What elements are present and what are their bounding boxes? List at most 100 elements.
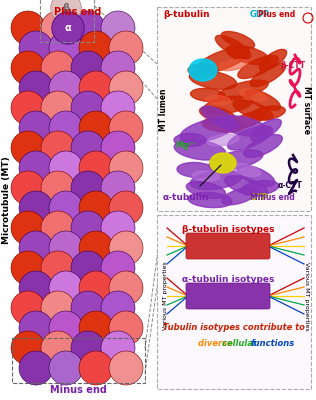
- Circle shape: [11, 51, 45, 85]
- Circle shape: [19, 311, 53, 345]
- Ellipse shape: [218, 80, 268, 100]
- Circle shape: [49, 71, 83, 105]
- Circle shape: [19, 111, 53, 145]
- Circle shape: [49, 151, 83, 185]
- Circle shape: [49, 311, 83, 345]
- Text: β-tubulin isotypes: β-tubulin isotypes: [182, 226, 274, 234]
- Ellipse shape: [207, 134, 239, 146]
- Ellipse shape: [222, 32, 255, 48]
- Ellipse shape: [233, 100, 273, 120]
- Circle shape: [41, 331, 75, 365]
- Text: Mg²⁺: Mg²⁺: [175, 141, 196, 150]
- Ellipse shape: [192, 171, 220, 181]
- Circle shape: [71, 91, 105, 125]
- Text: GDP: GDP: [250, 10, 270, 19]
- Ellipse shape: [240, 89, 267, 101]
- Ellipse shape: [188, 192, 232, 208]
- Ellipse shape: [251, 106, 285, 120]
- Circle shape: [11, 291, 45, 325]
- Ellipse shape: [209, 150, 263, 170]
- Circle shape: [41, 211, 75, 245]
- Ellipse shape: [215, 35, 251, 59]
- Circle shape: [52, 12, 84, 44]
- Circle shape: [101, 11, 135, 45]
- Text: Various MT properties: Various MT properties: [162, 262, 167, 330]
- Circle shape: [41, 51, 75, 85]
- Ellipse shape: [189, 71, 237, 89]
- Ellipse shape: [250, 63, 286, 87]
- Text: MT lumen: MT lumen: [159, 89, 167, 131]
- Circle shape: [109, 271, 143, 305]
- Text: cellular: cellular: [222, 338, 260, 348]
- Ellipse shape: [238, 56, 278, 78]
- Circle shape: [41, 291, 75, 325]
- Circle shape: [11, 91, 45, 125]
- Text: Tubulin isotypes contribute to: Tubulin isotypes contribute to: [163, 324, 305, 332]
- Circle shape: [11, 211, 45, 245]
- Circle shape: [109, 31, 143, 65]
- Circle shape: [41, 251, 75, 285]
- Ellipse shape: [200, 107, 236, 123]
- Circle shape: [101, 251, 135, 285]
- Circle shape: [19, 351, 53, 385]
- Ellipse shape: [251, 119, 281, 141]
- Text: β-tubulin: β-tubulin: [163, 10, 210, 19]
- Circle shape: [41, 11, 75, 45]
- Text: β: β: [63, 3, 70, 13]
- Ellipse shape: [197, 47, 249, 73]
- Ellipse shape: [241, 180, 279, 196]
- Ellipse shape: [231, 164, 261, 176]
- Bar: [12, 338, 145, 383]
- Circle shape: [79, 231, 113, 265]
- Ellipse shape: [203, 96, 253, 114]
- Circle shape: [101, 51, 135, 85]
- Circle shape: [11, 251, 45, 285]
- Circle shape: [71, 171, 105, 205]
- Ellipse shape: [189, 59, 217, 81]
- Ellipse shape: [186, 182, 226, 198]
- Circle shape: [79, 111, 113, 145]
- Circle shape: [109, 111, 143, 145]
- Circle shape: [11, 131, 45, 165]
- Bar: [40, 0, 94, 42]
- Circle shape: [11, 11, 45, 45]
- Circle shape: [49, 231, 83, 265]
- Ellipse shape: [180, 118, 236, 142]
- Circle shape: [19, 231, 53, 265]
- Circle shape: [109, 311, 143, 345]
- Circle shape: [19, 71, 53, 105]
- Circle shape: [71, 331, 105, 365]
- Text: Various MT properties: Various MT properties: [305, 262, 309, 330]
- Text: β-CTT: β-CTT: [280, 61, 305, 70]
- Circle shape: [49, 271, 83, 305]
- Text: α-tubulin: α-tubulin: [163, 193, 210, 202]
- Circle shape: [109, 151, 143, 185]
- Circle shape: [79, 311, 113, 345]
- Text: Plus end: Plus end: [54, 7, 102, 17]
- Circle shape: [71, 131, 105, 165]
- Ellipse shape: [259, 49, 287, 71]
- FancyBboxPatch shape: [157, 7, 311, 211]
- Circle shape: [79, 71, 113, 105]
- Text: α-tubulin isotypes: α-tubulin isotypes: [182, 276, 274, 284]
- Circle shape: [49, 31, 83, 65]
- Text: Plus end: Plus end: [258, 10, 295, 19]
- Circle shape: [101, 291, 135, 325]
- Text: Microtubule (MT): Microtubule (MT): [3, 156, 11, 244]
- Text: Minus end: Minus end: [250, 193, 295, 202]
- Text: α-CTT: α-CTT: [278, 181, 303, 190]
- FancyBboxPatch shape: [186, 233, 270, 259]
- Ellipse shape: [190, 170, 242, 190]
- Circle shape: [79, 31, 113, 65]
- Circle shape: [41, 91, 75, 125]
- Circle shape: [49, 351, 83, 385]
- Circle shape: [19, 151, 53, 185]
- Circle shape: [101, 131, 135, 165]
- Ellipse shape: [218, 116, 268, 136]
- Circle shape: [101, 91, 135, 125]
- Circle shape: [19, 271, 53, 305]
- Text: GTP: GTP: [250, 193, 269, 202]
- Circle shape: [11, 331, 45, 365]
- Circle shape: [109, 351, 143, 385]
- Text: functions: functions: [251, 338, 295, 348]
